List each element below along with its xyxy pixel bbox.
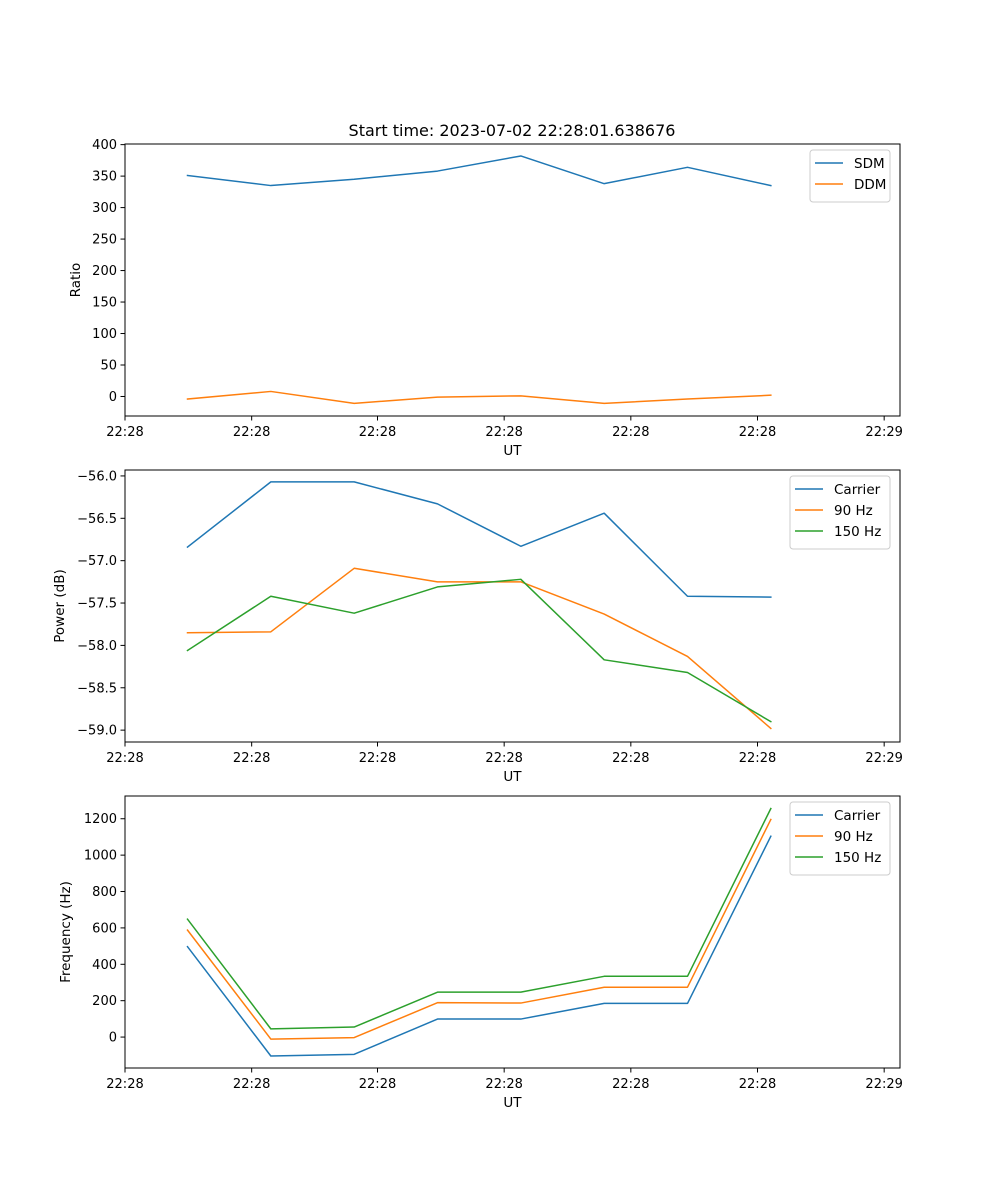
series-line-150-hz [186,807,772,1030]
y-axis-label: Ratio [68,263,84,298]
y-tick-label: 200 [92,264,117,279]
legend-label: 150 Hz [834,524,881,540]
x-tick-label: 22:28 [359,425,396,440]
y-tick-label: 250 [92,233,117,248]
y-tick-label: 200 [92,994,117,1009]
x-axis-label: UT [503,443,522,459]
x-tick-label: 22:28 [233,751,270,766]
x-tick-label: 22:28 [612,751,649,766]
y-tick-label: 300 [92,201,117,216]
legend-label: 90 Hz [834,829,873,845]
x-tick-label: 22:28 [739,425,776,440]
series-line-90-hz [186,818,772,1040]
legend-label: DDM [854,177,886,193]
x-tick-label: 22:29 [865,425,902,440]
y-tick-label: 0 [109,390,117,405]
x-tick-label: 22:28 [359,751,396,766]
y-tick-label: 1200 [84,812,117,827]
series-line-carrier [186,481,772,598]
x-tick-label: 22:29 [865,1077,902,1092]
y-tick-label: −56.5 [77,512,117,527]
series-line-150-hz [186,578,772,723]
x-tick-label: 22:28 [739,1077,776,1092]
y-tick-label: −58.5 [77,681,117,696]
x-tick-label: 22:28 [233,1077,270,1092]
x-tick-label: 22:28 [612,425,649,440]
y-tick-label: −57.0 [77,554,117,569]
legend-label: 90 Hz [834,503,873,519]
x-tick-label: 22:28 [739,751,776,766]
x-tick-label: 22:28 [485,425,522,440]
plot-frame [124,469,901,743]
figure-title: Start time: 2023-07-02 22:28:01.638676 [349,121,676,140]
y-tick-label: 400 [92,138,117,153]
x-tick-label: 22:28 [106,1077,143,1092]
ratio-chart: 22:28 22:28 22:28 22:28 22:28 22:28 22:29 0 50 10… [68,138,903,459]
x-tick-label: 22:28 [106,751,143,766]
legend-label: Carrier [834,482,881,498]
y-axis-label: Power (dB) [52,569,68,642]
legend: Carrier 90 Hz 150 Hz [789,801,891,876]
y-tick-label: 600 [92,921,117,936]
frequency-chart: 22:28 22:28 22:28 22:28 22:28 22:28 22:29 0 200 4… [58,795,903,1111]
y-tick-label: 150 [92,296,117,311]
series-line-carrier [186,835,772,1057]
x-tick-label: 22:28 [485,1077,522,1092]
x-tick-label: 22:28 [485,751,522,766]
x-axis-label: UT [503,1095,522,1111]
y-tick-label: −57.5 [77,597,117,612]
y-tick-label: 50 [100,359,117,374]
y-tick-label: 800 [92,885,117,900]
y-axis-label: Frequency (Hz) [58,881,74,983]
y-tick-label: 0 [109,1031,117,1046]
x-axis-label: UT [503,769,522,785]
y-tick-label: −58.0 [77,639,117,654]
y-tick-label: 400 [92,958,117,973]
x-tick-label: 22:29 [865,751,902,766]
series-line-90-hz [186,567,772,730]
y-tick-label: 1000 [84,849,117,864]
series-line-sdm [186,155,772,187]
legend: Carrier 90 Hz 150 Hz [789,475,891,550]
legend: SDM DDM [809,149,891,203]
y-tick-label: 100 [92,327,117,342]
y-tick-label: −56.0 [77,469,117,484]
plot-frame [124,795,901,1069]
power-chart: 22:28 22:28 22:28 22:28 22:28 22:28 22:29 −59.0… [52,469,903,785]
x-tick-label: 22:28 [106,425,143,440]
y-tick-label: 350 [92,170,117,185]
x-tick-label: 22:28 [612,1077,649,1092]
plot-frame [124,143,901,417]
series-line-ddm [186,390,772,405]
legend-label: Carrier [834,808,881,824]
y-tick-label: −59.0 [77,724,117,739]
x-tick-label: 22:28 [233,425,270,440]
x-tick-label: 22:28 [359,1077,396,1092]
legend-label: 150 Hz [834,850,881,866]
legend-label: SDM [854,156,885,172]
